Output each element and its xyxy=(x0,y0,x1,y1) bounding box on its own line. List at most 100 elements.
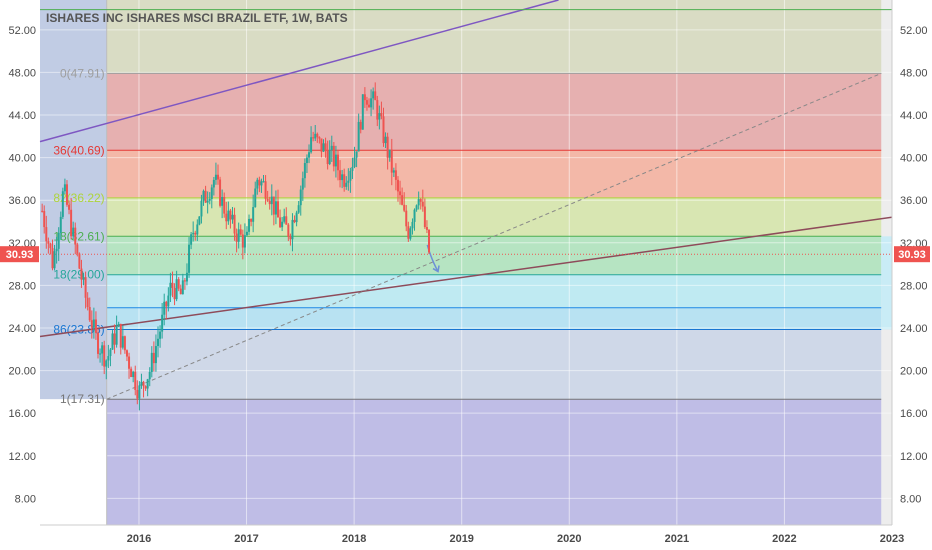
candle-body-147 xyxy=(345,182,348,187)
last-price-badge-left xyxy=(0,246,39,263)
candle-body-18 xyxy=(78,253,81,269)
candle-body-75 xyxy=(196,224,199,235)
candle-body-67 xyxy=(179,288,182,295)
candle-body-73 xyxy=(192,232,195,235)
candle-body-113 xyxy=(274,201,277,215)
candle-body-81 xyxy=(208,198,211,201)
candle-body-83 xyxy=(212,179,215,188)
candle-body-59 xyxy=(163,301,166,315)
candle-body-87 xyxy=(221,197,224,206)
candle-body-90 xyxy=(227,210,230,222)
left-tick-40.00: 40.00 xyxy=(8,153,36,165)
candle-body-9 xyxy=(59,216,62,233)
candle-body-102 xyxy=(252,207,255,222)
candle-body-141 xyxy=(332,145,335,167)
candle-body-165 xyxy=(382,116,385,144)
candle-body-156 xyxy=(363,94,366,101)
candle-body-173 xyxy=(399,191,402,196)
candle-body-8 xyxy=(57,232,60,249)
candle-body-91 xyxy=(229,210,232,220)
candle-body-153 xyxy=(357,121,360,152)
candle-body-103 xyxy=(254,188,257,208)
candle-body-129 xyxy=(308,152,311,158)
candle-body-162 xyxy=(376,100,379,120)
candle-body-110 xyxy=(268,200,271,205)
candle-body-186 xyxy=(425,227,428,230)
candle-body-99 xyxy=(245,231,248,236)
candle-body-124 xyxy=(297,205,300,213)
fib-band-3 xyxy=(106,236,882,275)
candle-body-6 xyxy=(53,251,56,269)
candle-body-43 xyxy=(130,368,133,378)
fib-band-6 xyxy=(106,329,882,400)
left-tick-16.00: 16.00 xyxy=(8,408,36,420)
candle-body-28 xyxy=(99,353,102,355)
candle-body-12 xyxy=(65,184,68,205)
candle-body-85 xyxy=(216,174,219,180)
fib-label-4: 18(29.00) xyxy=(53,268,104,282)
candle-body-172 xyxy=(396,179,399,192)
candle-body-14 xyxy=(70,209,73,237)
candle-body-161 xyxy=(374,91,377,101)
candle-body-109 xyxy=(266,198,269,201)
candle-body-108 xyxy=(264,181,267,199)
candle-body-55 xyxy=(154,346,157,364)
candle-body-48 xyxy=(140,381,143,386)
candle-body-54 xyxy=(152,352,155,364)
left-tick-44.00: 44.00 xyxy=(8,110,36,122)
candle-body-34 xyxy=(111,333,114,350)
chart-title: ISHARES INC ISHARES MSCI BRAZIL ETF, 1W,… xyxy=(46,11,348,25)
candle-body-170 xyxy=(392,170,395,173)
candle-body-143 xyxy=(336,154,339,171)
right-tick-24.00: 24.00 xyxy=(900,323,928,335)
candle-body-137 xyxy=(324,143,327,151)
candle-body-33 xyxy=(109,349,112,357)
fib-band-5 xyxy=(106,307,882,330)
candle-body-51 xyxy=(146,379,149,389)
candle-body-183 xyxy=(419,199,422,202)
candle-body-42 xyxy=(128,356,131,369)
candle-body-152 xyxy=(355,151,358,158)
candle-body-13 xyxy=(68,204,71,210)
time-tick-2020: 2020 xyxy=(557,533,581,545)
candle-body-163 xyxy=(378,113,381,120)
fib-band-top xyxy=(106,0,882,74)
candle-body-171 xyxy=(394,170,397,180)
candle-body-125 xyxy=(299,189,302,206)
candle-body-84 xyxy=(214,174,217,180)
candle-body-158 xyxy=(368,104,371,108)
candle-body-159 xyxy=(370,98,373,108)
candle-body-149 xyxy=(349,170,352,181)
candle-body-107 xyxy=(262,181,265,183)
candle-body-174 xyxy=(401,195,404,205)
candle-body-79 xyxy=(204,190,207,203)
candle-body-89 xyxy=(225,213,228,222)
candle-body-17 xyxy=(76,244,79,254)
candle-body-115 xyxy=(279,217,282,228)
candle-body-16 xyxy=(74,227,77,245)
candle-body-19 xyxy=(80,268,83,280)
candle-body-31 xyxy=(105,360,108,367)
candle-body-78 xyxy=(202,190,205,201)
fib-diagonal xyxy=(106,72,882,400)
left-tick-52.00: 52.00 xyxy=(8,25,36,37)
fib-band-2 xyxy=(106,197,882,237)
candle-body-134 xyxy=(318,137,321,139)
candle-body-26 xyxy=(94,319,97,333)
candle-body-66 xyxy=(177,279,180,289)
candle-body-118 xyxy=(285,216,288,225)
candle-body-117 xyxy=(283,216,286,222)
candle-body-98 xyxy=(243,235,246,248)
candle-body-94 xyxy=(235,233,238,242)
fib-bands xyxy=(40,0,892,525)
fib-band-left-bottom xyxy=(40,399,107,525)
upper-channel-line xyxy=(39,0,559,143)
candle-body-139 xyxy=(328,150,331,165)
fib-label-6: 86(23.86) xyxy=(53,322,104,336)
candle-body-157 xyxy=(365,100,368,105)
candle-body-60 xyxy=(165,301,168,307)
candle-body-138 xyxy=(326,150,329,165)
candle-body-176 xyxy=(405,210,408,227)
candle-body-133 xyxy=(316,133,319,138)
